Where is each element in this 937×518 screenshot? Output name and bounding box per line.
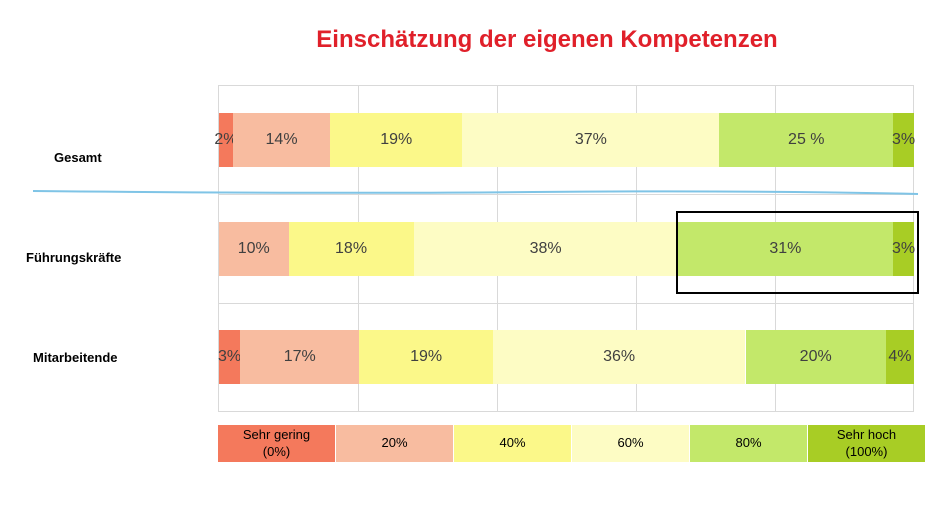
separator-path	[33, 190, 919, 195]
data-label: 4%	[888, 348, 912, 365]
bar-segment: 25 %	[719, 113, 894, 167]
highlight-box	[676, 211, 919, 294]
bar-segment: 18%	[288, 222, 414, 276]
data-label: 18%	[335, 240, 368, 257]
data-label: 10%	[237, 240, 270, 257]
legend-item: Sehr hoch (100%)	[808, 425, 926, 462]
data-label: 37%	[574, 131, 607, 148]
bar-segment: 36%	[492, 330, 746, 384]
data-label: 19%	[380, 131, 413, 148]
data-label: 14%	[265, 131, 298, 148]
data-label: 25 %	[788, 131, 825, 148]
bar-segment: 20%	[745, 330, 886, 384]
category-label: Mitarbeitende	[33, 350, 118, 365]
bar-segment: 31%	[677, 222, 894, 276]
bar-segment: 10%	[219, 222, 289, 276]
legend-item: 80%	[690, 425, 808, 462]
bar-segment: 4%	[885, 330, 914, 384]
bar-segment: 19%	[330, 113, 463, 167]
bar-segment: 14%	[232, 113, 331, 167]
data-label: 3%	[217, 348, 242, 365]
bar-segment: 2%	[214, 113, 238, 167]
bar-segment: 3%	[217, 330, 242, 384]
bar-segment: 17%	[240, 330, 360, 384]
legend-item: 40%	[454, 425, 572, 462]
bar-segment: 19%	[359, 330, 493, 384]
bar-segment: 37%	[462, 113, 720, 167]
data-label: 3%	[891, 240, 916, 257]
legend-item: Sehr gering (0%)	[218, 425, 336, 462]
legend-item: 60%	[572, 425, 690, 462]
data-label: 17%	[283, 348, 316, 365]
chart-title: Einschätzung der eigenen Kompetenzen	[316, 26, 778, 53]
legend-item: 20%	[336, 425, 454, 462]
horizontal-gridline	[218, 303, 914, 304]
horizontal-gridline	[218, 194, 914, 195]
data-label: 38%	[529, 240, 562, 257]
data-label: 2%	[214, 131, 238, 148]
data-label: 3%	[891, 131, 916, 148]
data-label: 19%	[410, 348, 443, 365]
data-label: 31%	[769, 240, 802, 257]
data-label: 36%	[603, 348, 636, 365]
separator-line	[33, 190, 919, 195]
bar-segment: 3%	[891, 113, 916, 167]
bar-segment: 38%	[413, 222, 678, 276]
category-label: Führungskräfte	[26, 250, 122, 265]
category-label: Gesamt	[54, 150, 102, 165]
data-label: 20%	[799, 348, 832, 365]
bar-segment: 3%	[891, 222, 916, 276]
